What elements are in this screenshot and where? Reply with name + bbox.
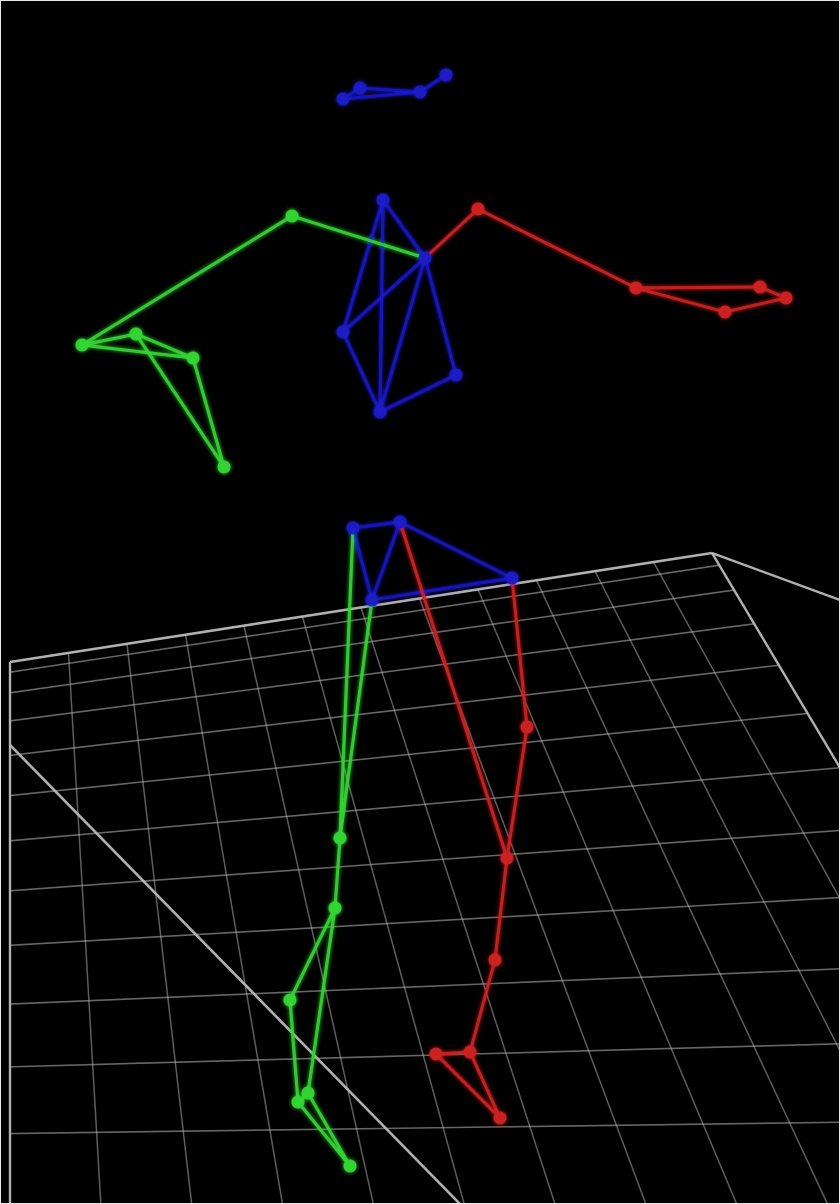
- skeleton-bone-left-side: [306, 906, 337, 1095]
- skeleton-joint: [505, 571, 519, 585]
- skeleton-joint: [439, 68, 453, 82]
- floor-grid: [8, 551, 840, 1204]
- skeleton-bone-torso: [378, 256, 427, 414]
- skeleton-joint: [413, 85, 427, 99]
- grid-line-lateral: [184, 634, 284, 1204]
- skeleton-figure: [75, 68, 793, 1173]
- skeleton-bone-torso: [423, 256, 458, 377]
- skeleton-bone-right-side: [468, 958, 497, 1054]
- skeleton-joint: [376, 193, 390, 207]
- skeleton-joint: [343, 1159, 357, 1173]
- skeleton-bone-torso: [341, 90, 422, 101]
- skeleton-bone-left-side: [333, 836, 342, 910]
- skeleton-bone-right-side: [398, 520, 509, 860]
- skeleton-bone-left-side: [80, 343, 195, 360]
- skeleton-bone-right-side: [634, 285, 762, 290]
- skeleton-joint: [629, 281, 643, 295]
- grid-line-lateral: [67, 652, 102, 1204]
- skeleton-joint: [500, 851, 514, 865]
- skeleton-bone-torso: [381, 198, 427, 260]
- skeleton-bone-left-side: [134, 332, 195, 360]
- skeleton-joint: [186, 351, 200, 365]
- skeleton-bone-torso: [370, 576, 514, 602]
- skeleton-bone-torso: [341, 198, 385, 334]
- skeleton-joint: [129, 327, 143, 341]
- skeleton-bone-left-side: [80, 332, 138, 347]
- skeleton-bone-torso: [351, 526, 374, 602]
- skeleton-joint: [718, 305, 732, 319]
- grid-line-lateral: [126, 643, 193, 1204]
- skeleton-joint: [346, 521, 360, 535]
- skeleton-joint: [217, 460, 231, 474]
- skeleton-bone-torso: [341, 256, 427, 334]
- grid-line-lateral: [652, 561, 840, 901]
- skeleton-joint: [463, 1045, 477, 1059]
- skeleton-joint: [493, 1111, 507, 1125]
- skeleton-bone-left-side: [134, 332, 226, 469]
- skeleton-bone-left-side: [338, 598, 374, 840]
- grid-line-lateral: [710, 552, 840, 771]
- skeleton-joint: [328, 901, 342, 915]
- skeleton-joint: [488, 953, 502, 967]
- skeleton-joint: [365, 593, 379, 607]
- skeleton-bone-right-side: [423, 207, 480, 260]
- skeleton-bone-left-side: [80, 214, 294, 347]
- skeleton-bone-left-side: [306, 1091, 352, 1168]
- grid-line-lateral: [477, 589, 738, 1204]
- grid-line-lateral: [243, 625, 375, 1204]
- skeleton-joint: [333, 831, 347, 845]
- grid-edge: [9, 744, 461, 1204]
- skeleton-bone-torso: [351, 520, 402, 530]
- skeleton-bone-left-side: [296, 1100, 352, 1168]
- grid-line-depth: [9, 829, 840, 892]
- skeleton-joint: [449, 368, 463, 382]
- skeleton-joint: [75, 338, 89, 352]
- skeleton-joint: [373, 405, 387, 419]
- skeleton-joint: [336, 92, 350, 106]
- skeleton-joint: [353, 81, 367, 95]
- skeleton-bone-torso: [341, 330, 382, 414]
- skeleton-joint: [283, 993, 297, 1007]
- grid-line-depth: [9, 896, 840, 947]
- skeleton-bone-right-side: [505, 725, 529, 860]
- grid-line-depth: [9, 1121, 840, 1135]
- grid-line-lateral: [301, 616, 465, 1204]
- skeleton-joint: [418, 251, 432, 265]
- skeleton-bone-right-side: [476, 207, 638, 290]
- skeleton-bone-right-side: [723, 296, 788, 314]
- skeleton-bone-left-side: [191, 356, 226, 469]
- skeleton-joint: [285, 209, 299, 223]
- skeleton-joint: [301, 1086, 315, 1100]
- skeleton-bone-left-side: [288, 906, 337, 1002]
- skeleton-joint: [753, 280, 767, 294]
- skeleton-joint: [779, 291, 793, 305]
- grid-line-lateral: [360, 607, 556, 1204]
- skeleton-bone-right-side: [434, 1052, 502, 1120]
- skeleton-bone-torso: [378, 198, 385, 414]
- skeleton-joint: [471, 202, 485, 216]
- skeleton-joint: [393, 515, 407, 529]
- skeleton-joint: [336, 325, 350, 339]
- skeleton-bone-left-side: [290, 214, 427, 260]
- skeleton-bone-left-side: [288, 998, 300, 1104]
- skeleton-bone-right-side: [468, 1050, 502, 1120]
- skeleton-bone-torso: [378, 373, 458, 414]
- skeleton-joint: [429, 1047, 443, 1061]
- skeleton-bone-right-side: [634, 286, 727, 314]
- skeleton-bone-torso: [398, 520, 514, 580]
- skeleton-joint: [291, 1095, 305, 1109]
- grid-edge: [711, 551, 840, 602]
- skeleton-bone-torso: [370, 520, 402, 602]
- skeleton-joint: [520, 720, 534, 734]
- skeleton-bone-right-side: [493, 856, 509, 962]
- grid-line-depth: [9, 968, 840, 1005]
- skeleton-bone-right-side: [510, 576, 529, 729]
- skeleton-bone-left-side: [338, 526, 355, 840]
- grid-line-lateral: [535, 579, 829, 1204]
- grid-line-lateral: [594, 570, 840, 1053]
